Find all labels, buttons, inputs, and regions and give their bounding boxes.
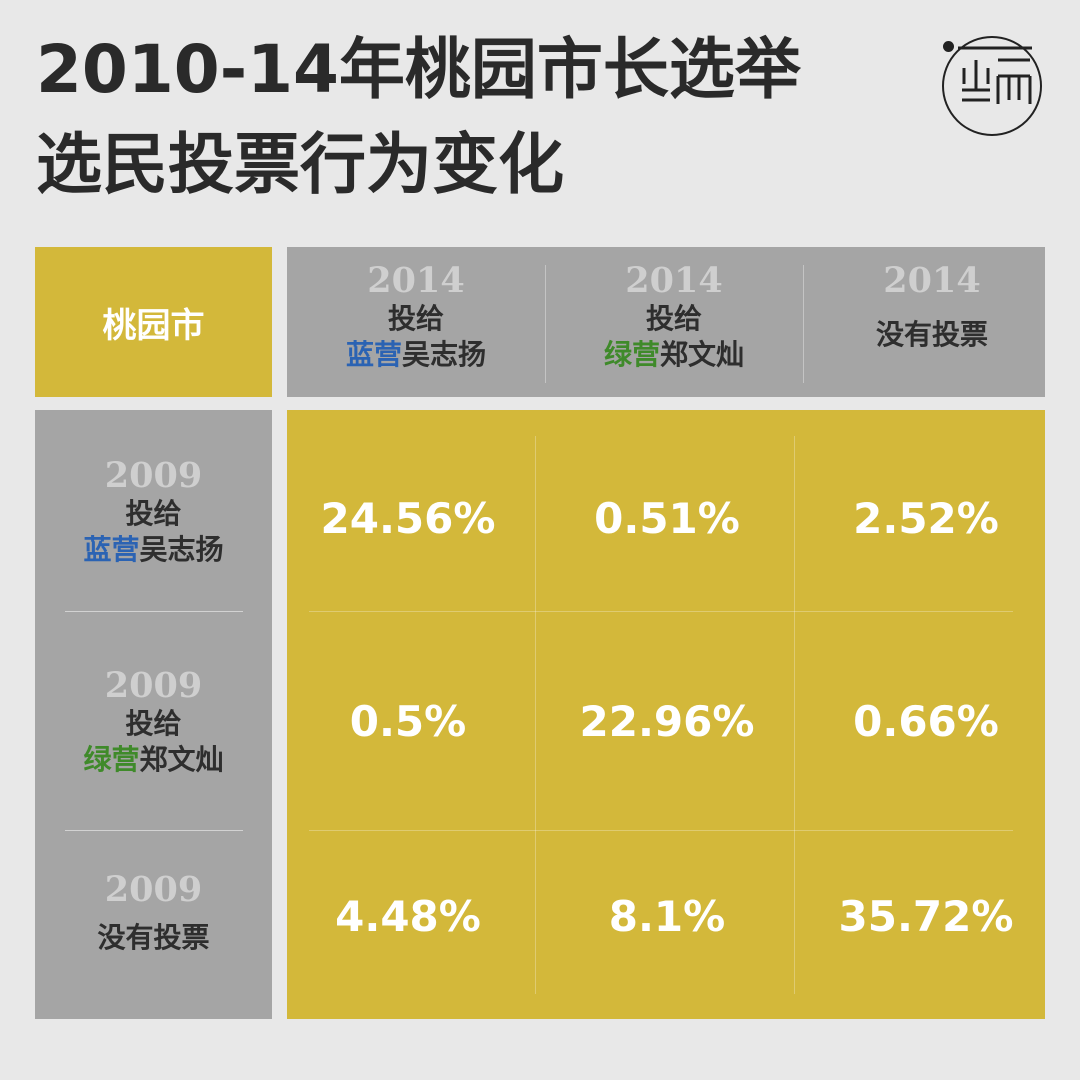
- data-cell-r3-c3: 35.72%: [838, 892, 1014, 941]
- column-header-2-year: 2014: [625, 260, 723, 301]
- column-header-1-camp: 蓝营: [345, 338, 402, 371]
- logo-glyph: [958, 46, 1032, 104]
- header-divider-1: [545, 265, 546, 383]
- data-cell-r1-c3: 2.52%: [853, 494, 999, 543]
- row-header-2-year: 2009: [104, 665, 203, 706]
- column-header-2-candidate: 郑文灿: [660, 338, 745, 371]
- row-header-divider-2: [65, 830, 243, 831]
- row-header-divider-1: [65, 611, 243, 612]
- chart-title-line2: 选民投票行为变化: [36, 126, 564, 203]
- grid-vdivider-2: [794, 436, 795, 994]
- column-header-1-year: 2014: [367, 260, 465, 301]
- chart-title-line1: 2010-14年桃园市长选举: [36, 31, 801, 108]
- data-cell-r2-c2: 22.96%: [579, 697, 755, 746]
- column-header-2-caption: 投给: [645, 302, 702, 335]
- row-header-1-camp: 蓝营: [83, 533, 140, 566]
- row-header-1-year: 2009: [104, 455, 203, 496]
- grid-hdivider-1: [309, 611, 1013, 612]
- data-cell-r1-c1: 24.56%: [320, 494, 496, 543]
- data-cell-r2-c3: 0.66%: [853, 697, 999, 746]
- column-header-2-camp: 绿营: [603, 338, 660, 371]
- row-header-2: 2009 投给 绿营郑文灿: [35, 666, 272, 778]
- row-header-2-candidate-line: 绿营郑文灿: [35, 742, 272, 778]
- row-header-1-candidate-line: 蓝营吴志扬: [35, 532, 272, 568]
- corner-label: 桃园市: [35, 247, 272, 397]
- column-header-3-caption: 没有投票: [875, 318, 988, 351]
- column-header-1-candidate: 吴志扬: [402, 338, 487, 371]
- data-cell-r3-c2: 8.1%: [608, 892, 726, 941]
- row-header-2-camp: 绿营: [83, 743, 140, 776]
- column-header-1-caption: 投给: [387, 302, 444, 335]
- column-header-3: 2014 没有投票: [803, 247, 1061, 397]
- data-cell-r3-c1: 4.48%: [335, 892, 481, 941]
- data-grid: 24.56% 0.51% 2.52% 0.5% 22.96% 0.66% 4.48% 8.1%…: [287, 410, 1045, 1019]
- logo-dot: [943, 41, 954, 52]
- row-header-1-candidate: 吴志扬: [139, 533, 224, 566]
- row-header-3-year: 2009: [104, 869, 203, 910]
- data-cell-r1-c2: 0.51%: [594, 494, 740, 543]
- grid-hdivider-2: [309, 830, 1013, 831]
- grid-vdivider-1: [535, 436, 536, 994]
- row-header-2-candidate: 郑文灿: [139, 743, 224, 776]
- column-header-1-candidate-line: 蓝营吴志扬: [287, 337, 545, 373]
- row-header-1-caption: 投给: [125, 497, 182, 530]
- column-header-3-year: 2014: [883, 260, 981, 301]
- row-header-2-caption: 投给: [125, 707, 182, 740]
- column-header-1: 2014 投给 蓝营吴志扬: [287, 247, 545, 397]
- row-header-band: 2009 投给 蓝营吴志扬 2009 投给 绿营郑文灿 2009 没有投票: [35, 410, 272, 1019]
- header-divider-2: [803, 265, 804, 383]
- row-header-3-caption: 没有投票: [97, 921, 210, 954]
- column-header-2-candidate-line: 绿营郑文灿: [545, 337, 803, 373]
- column-header-2: 2014 投给 绿营郑文灿: [545, 247, 803, 397]
- logo-icon: [942, 36, 1042, 136]
- data-cell-r2-c1: 0.5%: [349, 697, 467, 746]
- row-header-3: 2009 没有投票: [35, 870, 272, 956]
- row-header-1: 2009 投给 蓝营吴志扬: [35, 456, 272, 568]
- column-header-band: 2014 投给 蓝营吴志扬 2014 投给 绿营郑文灿 2014 没有投票: [287, 247, 1045, 397]
